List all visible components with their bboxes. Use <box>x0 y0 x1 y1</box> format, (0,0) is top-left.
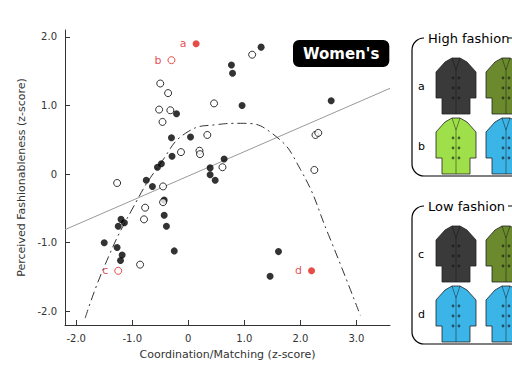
svg-text:-1.0: -1.0 <box>37 237 57 248</box>
svg-text:0: 0 <box>185 333 191 344</box>
svg-text:2.0: 2.0 <box>292 333 308 344</box>
svg-text:-1.0: -1.0 <box>122 333 142 344</box>
svg-text:c: c <box>102 264 108 277</box>
svg-text:High fashion: High fashion <box>428 31 509 46</box>
svg-text:-2.0: -2.0 <box>37 306 57 317</box>
svg-text:-2.0: -2.0 <box>66 333 86 344</box>
svg-text:3.0: 3.0 <box>348 333 364 344</box>
svg-text:Women's: Women's <box>303 45 379 63</box>
svg-text:Perceived Fashionableness (z-s: Perceived Fashionableness (z-score) <box>15 78 28 277</box>
svg-text:1.0: 1.0 <box>41 100 57 111</box>
svg-text:d: d <box>295 264 302 277</box>
svg-text:a: a <box>418 80 425 93</box>
svg-text:Coordination/Matching (z-score: Coordination/Matching (z-score) <box>140 348 316 361</box>
svg-text:2.0: 2.0 <box>41 31 57 42</box>
svg-text:0: 0 <box>51 169 57 180</box>
svg-text:a: a <box>180 37 187 50</box>
svg-text:c: c <box>418 248 424 261</box>
svg-text:1.0: 1.0 <box>236 333 252 344</box>
svg-text:Low fashion: Low fashion <box>428 199 505 214</box>
svg-text:b: b <box>418 140 425 153</box>
svg-text:d: d <box>418 308 425 321</box>
svg-text:b: b <box>154 54 161 67</box>
